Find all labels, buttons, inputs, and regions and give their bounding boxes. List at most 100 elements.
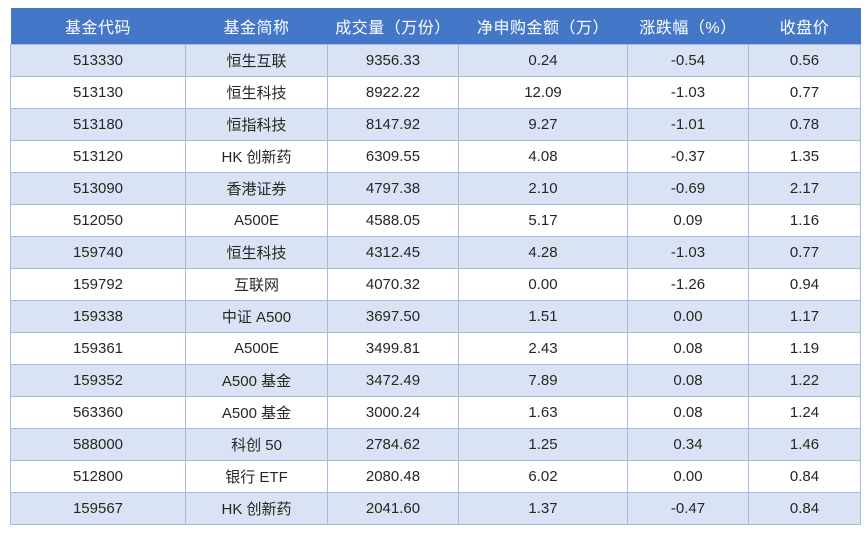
cell: 1.24 bbox=[748, 395, 861, 429]
cell: 0.08 bbox=[627, 363, 749, 397]
cell: 0.09 bbox=[627, 203, 749, 237]
cell: 159740 bbox=[10, 235, 186, 269]
header-row: 基金代码 基金简称 成交量（万份） 净申购金额（万） 涨跌幅（%） 收盘价 bbox=[10, 8, 861, 44]
cell: 5.17 bbox=[458, 203, 628, 237]
cell: 513120 bbox=[10, 139, 186, 173]
cell: 513130 bbox=[10, 75, 186, 109]
cell: A500E bbox=[185, 331, 328, 365]
cell: 159361 bbox=[10, 331, 186, 365]
cell: 香港证券 bbox=[185, 171, 328, 205]
cell: 4588.05 bbox=[327, 203, 459, 237]
cell: 4312.45 bbox=[327, 235, 459, 269]
cell: 3697.50 bbox=[327, 299, 459, 333]
column-header-5: 收盘价 bbox=[748, 8, 861, 44]
table-row: 513090 香港证券 4797.38 2.10 -0.69 2.17 bbox=[10, 171, 861, 205]
cell: 0.00 bbox=[627, 299, 749, 333]
table-row: 513130 恒生科技 8922.22 12.09 -1.03 0.77 bbox=[10, 75, 861, 109]
table-row: 513120 HK 创新药 6309.55 4.08 -0.37 1.35 bbox=[10, 139, 861, 173]
cell: 159338 bbox=[10, 299, 186, 333]
cell: -0.47 bbox=[627, 491, 749, 525]
cell: 0.94 bbox=[748, 267, 861, 301]
cell: 3499.81 bbox=[327, 331, 459, 365]
cell: -1.03 bbox=[627, 75, 749, 109]
cell: HK 创新药 bbox=[185, 491, 328, 525]
cell: 9356.33 bbox=[327, 43, 459, 77]
cell: -1.26 bbox=[627, 267, 749, 301]
cell: HK 创新药 bbox=[185, 139, 328, 173]
cell: 互联网 bbox=[185, 267, 328, 301]
cell: 0.84 bbox=[748, 459, 861, 493]
cell: 0.24 bbox=[458, 43, 628, 77]
cell: 8147.92 bbox=[327, 107, 459, 141]
cell: 513330 bbox=[10, 43, 186, 77]
cell: 0.08 bbox=[627, 395, 749, 429]
cell: 0.84 bbox=[748, 491, 861, 525]
cell: 0.78 bbox=[748, 107, 861, 141]
cell: 513180 bbox=[10, 107, 186, 141]
cell: 3000.24 bbox=[327, 395, 459, 429]
cell: 0.77 bbox=[748, 75, 861, 109]
cell: A500 基金 bbox=[185, 363, 328, 397]
cell: 0.34 bbox=[627, 427, 749, 461]
cell: 1.37 bbox=[458, 491, 628, 525]
table-row: 513330 恒生互联 9356.33 0.24 -0.54 0.56 bbox=[10, 43, 861, 77]
cell: 2784.62 bbox=[327, 427, 459, 461]
cell: A500E bbox=[185, 203, 328, 237]
cell: 159567 bbox=[10, 491, 186, 525]
cell: 2080.48 bbox=[327, 459, 459, 493]
table-row: 159352 A500 基金 3472.49 7.89 0.08 1.22 bbox=[10, 363, 861, 397]
cell: 12.09 bbox=[458, 75, 628, 109]
cell: 0.56 bbox=[748, 43, 861, 77]
cell: 2.10 bbox=[458, 171, 628, 205]
table-row: 159338 中证 A500 3697.50 1.51 0.00 1.17 bbox=[10, 299, 861, 333]
cell: -0.37 bbox=[627, 139, 749, 173]
cell: 588000 bbox=[10, 427, 186, 461]
cell: -1.03 bbox=[627, 235, 749, 269]
table-row: 512800 银行 ETF 2080.48 6.02 0.00 0.84 bbox=[10, 459, 861, 493]
cell: 恒生科技 bbox=[185, 75, 328, 109]
column-header-2: 成交量（万份） bbox=[327, 8, 459, 44]
table-row: 513180 恒指科技 8147.92 9.27 -1.01 0.78 bbox=[10, 107, 861, 141]
cell: 4.28 bbox=[458, 235, 628, 269]
cell: 1.19 bbox=[748, 331, 861, 365]
table-row: 563360 A500 基金 3000.24 1.63 0.08 1.24 bbox=[10, 395, 861, 429]
cell: 563360 bbox=[10, 395, 186, 429]
cell: 513090 bbox=[10, 171, 186, 205]
cell: 1.22 bbox=[748, 363, 861, 397]
column-header-4: 涨跌幅（%） bbox=[627, 8, 749, 44]
cell: 0.08 bbox=[627, 331, 749, 365]
cell: 3472.49 bbox=[327, 363, 459, 397]
cell: 1.25 bbox=[458, 427, 628, 461]
cell: 1.35 bbox=[748, 139, 861, 173]
cell: 8922.22 bbox=[327, 75, 459, 109]
cell: -0.54 bbox=[627, 43, 749, 77]
column-header-1: 基金简称 bbox=[185, 8, 328, 44]
cell: 7.89 bbox=[458, 363, 628, 397]
cell: A500 基金 bbox=[185, 395, 328, 429]
cell: 4797.38 bbox=[327, 171, 459, 205]
cell: 4.08 bbox=[458, 139, 628, 173]
table-row: 159361 A500E 3499.81 2.43 0.08 1.19 bbox=[10, 331, 861, 365]
cell: 6309.55 bbox=[327, 139, 459, 173]
cell: 0.00 bbox=[458, 267, 628, 301]
table-body: 513330 恒生互联 9356.33 0.24 -0.54 0.56 513130 恒生科技… bbox=[10, 43, 861, 525]
column-header-0: 基金代码 bbox=[10, 8, 186, 44]
table-row: 512050 A500E 4588.05 5.17 0.09 1.16 bbox=[10, 203, 861, 237]
table-row: 159792 互联网 4070.32 0.00 -1.26 0.94 bbox=[10, 267, 861, 301]
cell: 银行 ETF bbox=[185, 459, 328, 493]
cell: 1.51 bbox=[458, 299, 628, 333]
cell: 恒指科技 bbox=[185, 107, 328, 141]
cell: 1.17 bbox=[748, 299, 861, 333]
cell: -1.01 bbox=[627, 107, 749, 141]
cell: 中证 A500 bbox=[185, 299, 328, 333]
cell: 0.00 bbox=[627, 459, 749, 493]
cell: 1.63 bbox=[458, 395, 628, 429]
cell: 159352 bbox=[10, 363, 186, 397]
cell: 恒生科技 bbox=[185, 235, 328, 269]
cell: 0.77 bbox=[748, 235, 861, 269]
cell: 1.46 bbox=[748, 427, 861, 461]
table-row: 588000 科创 50 2784.62 1.25 0.34 1.46 bbox=[10, 427, 861, 461]
cell: 2.43 bbox=[458, 331, 628, 365]
cell: 6.02 bbox=[458, 459, 628, 493]
